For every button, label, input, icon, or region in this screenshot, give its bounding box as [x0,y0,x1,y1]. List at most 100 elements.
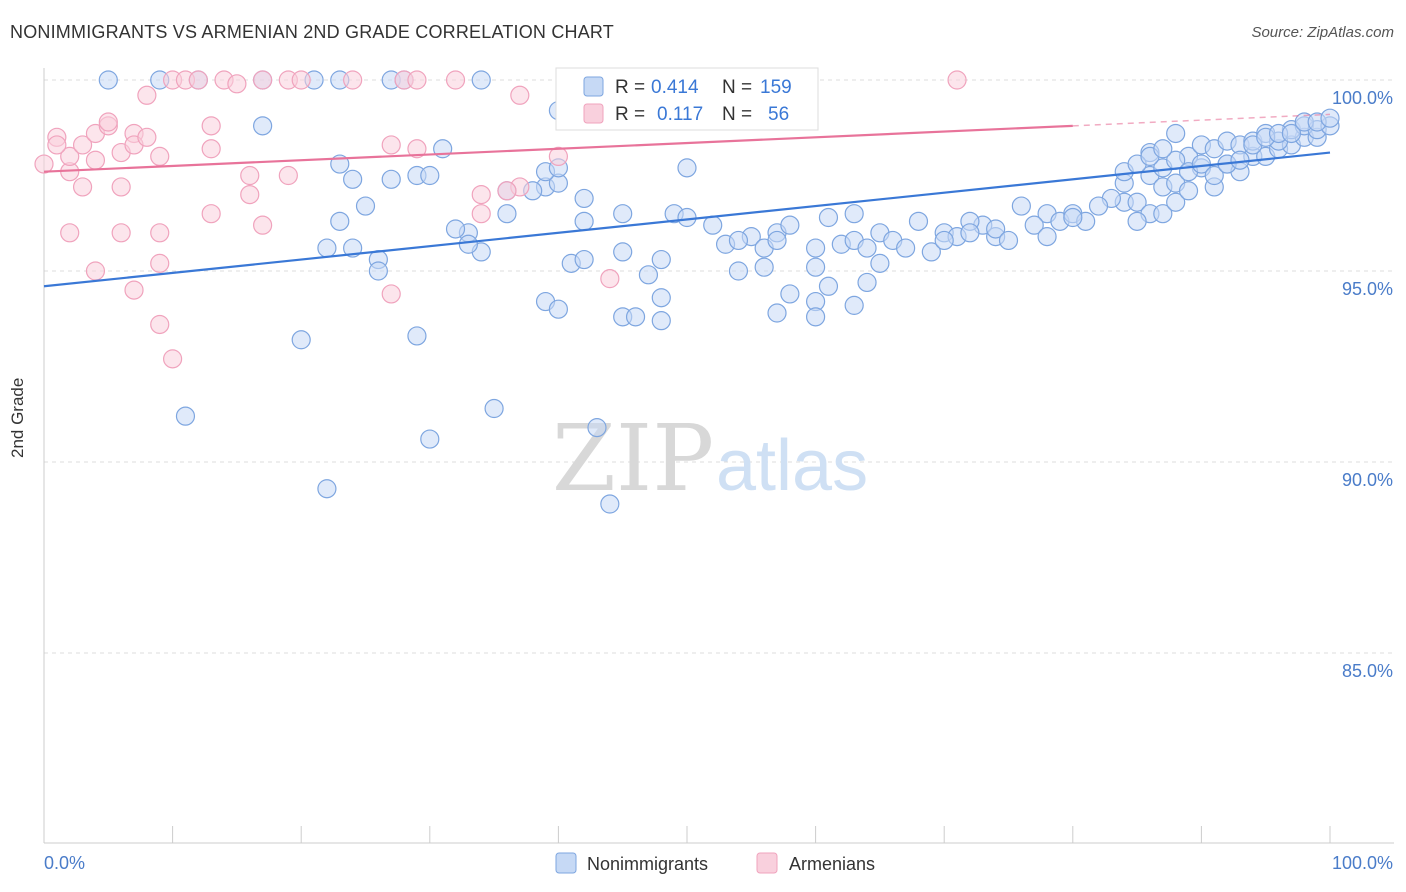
point-nonimmigrants [1024,215,1044,235]
point-nonimmigrants [805,307,826,327]
watermark-atlas: atlas [716,426,868,506]
point-nonimmigrants [986,219,1006,239]
point-nonimmigrants [857,272,877,293]
point-armenians [72,135,93,155]
bottom-legend: Nonimmigrants Armenians [555,852,875,874]
point-armenians [510,85,530,105]
point-armenians [85,261,106,281]
point-armenians [343,70,363,90]
y-tick-label: 90.0% [1342,470,1393,490]
point-armenians [471,185,491,205]
point-armenians [227,74,247,94]
point-armenians [85,150,106,170]
point-armenians [124,280,144,300]
watermark: ZIP atlas [552,405,868,512]
point-nonimmigrants [870,253,890,273]
point-armenians [60,146,80,166]
point-armenians [471,204,491,224]
point-nonimmigrants [960,223,980,243]
point-nonimmigrants [677,207,697,228]
legend-n-value-2: 56 [768,104,789,125]
point-nonimmigrants [1088,196,1109,216]
point-armenians [60,223,80,243]
source-label: Source: ZipAtlas.com [1251,24,1394,41]
point-nonimmigrants [291,330,311,350]
point-nonimmigrants [1153,204,1173,224]
legend-n-label-2: N = [722,104,752,125]
point-nonimmigrants [908,211,929,231]
point-nonimmigrants [574,188,594,209]
point-armenians [137,127,157,147]
point-armenians [150,146,170,166]
point-nonimmigrants [625,307,646,327]
y-tick-label: 95.0% [1342,279,1393,299]
point-armenians [47,135,67,155]
point-nonimmigrants [844,295,864,315]
legend-swatch-nonimmigrants [583,76,604,97]
point-nonimmigrants [651,288,671,308]
point-nonimmigrants [1037,227,1057,247]
point-nonimmigrants [317,479,337,499]
point-nonimmigrants [754,257,774,277]
point-nonimmigrants [445,219,466,239]
point-nonimmigrants [420,429,440,449]
point-nonimmigrants [407,326,427,346]
point-armenians [445,70,466,90]
point-nonimmigrants [728,230,749,251]
point-nonimmigrants [253,116,273,136]
point-nonimmigrants [548,299,569,319]
point-armenians [34,154,54,174]
point-nonimmigrants [703,215,723,235]
point-armenians [278,165,298,186]
watermark-zip: ZIP [552,405,714,512]
point-nonimmigrants [420,165,440,186]
point-armenians [111,177,131,197]
trend-line-armenians-extension [1072,113,1331,127]
point-nonimmigrants [458,234,478,254]
point-nonimmigrants [818,207,839,228]
point-nonimmigrants [600,494,620,514]
point-nonimmigrants [1166,123,1186,144]
point-nonimmigrants [497,204,517,224]
legend: R = 0.414 N = 159 R = 0.117 N = 56 [555,67,819,131]
point-armenians [137,85,157,105]
legend-r-value-2: 0.117 [657,104,703,125]
point-nonimmigrants [780,284,800,304]
point-nonimmigrants [574,249,594,270]
point-armenians [407,70,427,90]
data-points [34,70,1340,514]
point-armenians [497,181,517,201]
point-nonimmigrants [780,215,800,235]
point-nonimmigrants [381,169,401,189]
y-tick-label: 100.0% [1332,88,1393,108]
point-armenians [407,139,427,159]
point-armenians [201,116,221,136]
point-nonimmigrants [651,311,671,331]
point-nonimmigrants [1281,123,1302,144]
point-nonimmigrants [1127,211,1147,231]
trend-line-nonimmigrants [43,151,1331,288]
point-nonimmigrants [368,261,388,281]
legend-r-label-1: R = [615,77,645,98]
point-nonimmigrants [818,276,839,296]
point-nonimmigrants [677,158,697,178]
point-armenians [188,70,208,90]
point-nonimmigrants [728,261,749,281]
point-nonimmigrants [1204,165,1224,186]
point-nonimmigrants [1063,207,1083,228]
point-armenians [600,269,620,289]
point-nonimmigrants [1127,192,1147,212]
point-nonimmigrants [574,211,594,231]
tick-labels: 85.0% 90.0% 95.0% 100.0% 0.0% 100.0% [44,88,1393,873]
point-armenians [150,223,170,243]
point-armenians [111,223,131,243]
legend-r-value-1: 0.414 [651,77,699,98]
point-armenians [150,314,170,335]
point-armenians [240,185,260,205]
point-nonimmigrants [805,238,826,258]
point-nonimmigrants [896,238,916,258]
point-nonimmigrants [343,169,363,189]
x-tick-label: 100.0% [1332,853,1393,873]
point-nonimmigrants [98,70,118,90]
point-armenians [947,70,967,90]
